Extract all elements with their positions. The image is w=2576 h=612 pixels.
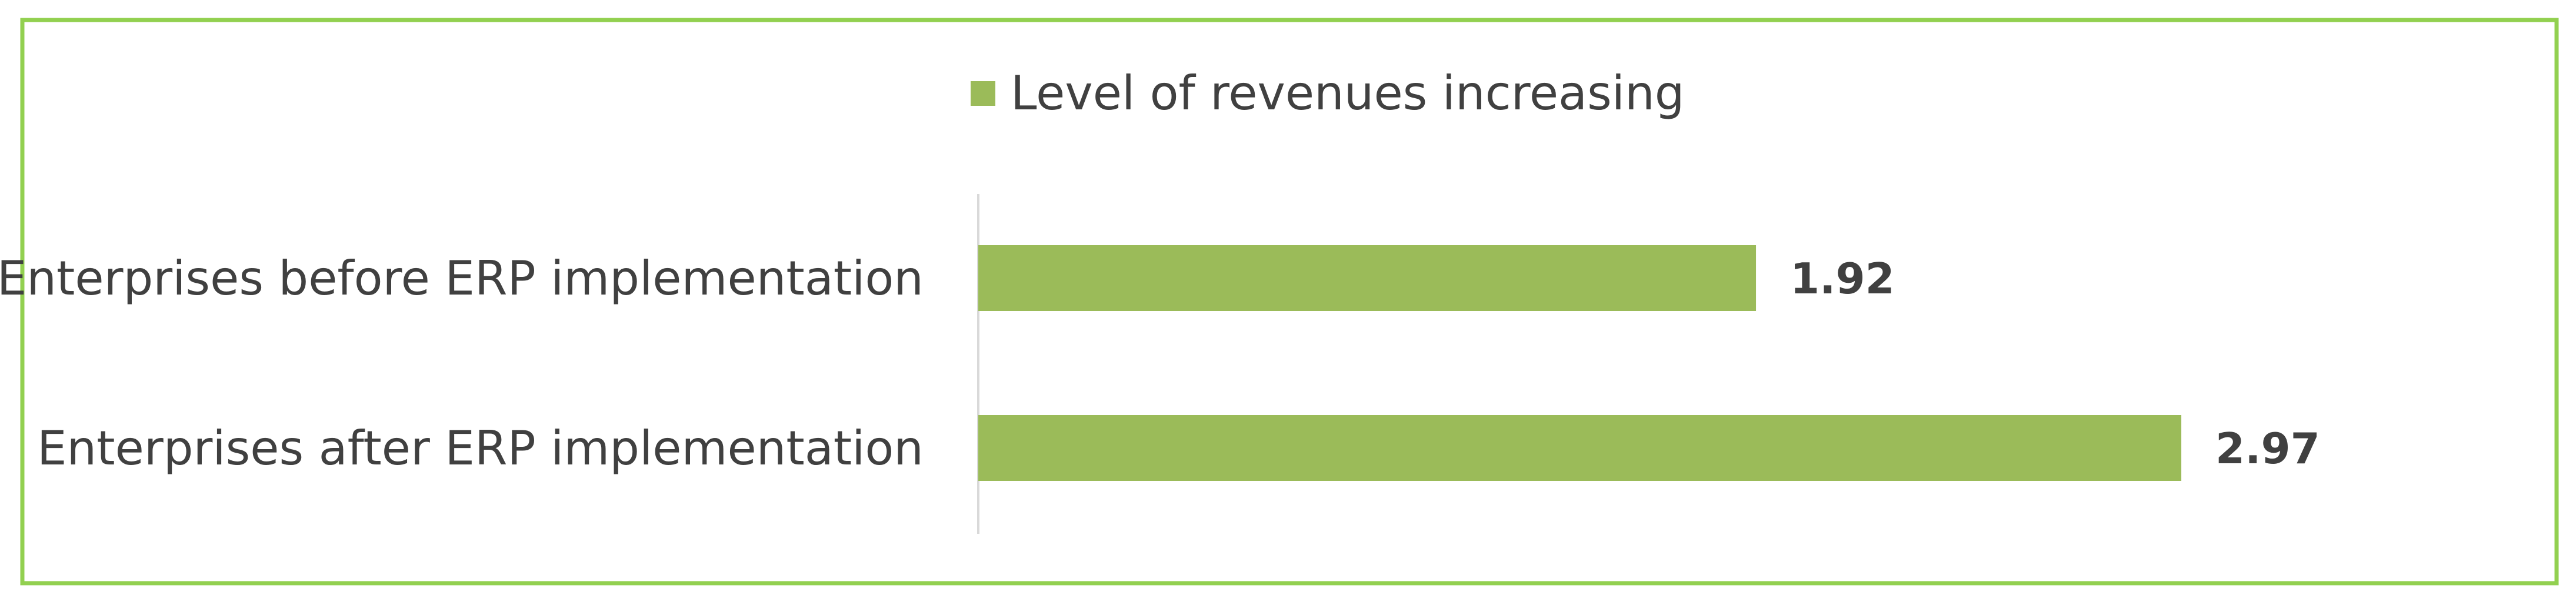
category-label: Enterprises after ERP implementation xyxy=(37,421,924,476)
bar xyxy=(978,415,2182,481)
legend-swatch xyxy=(971,81,995,106)
data-label: 2.97 xyxy=(2215,424,2320,473)
legend: Level of revenues increasing xyxy=(971,66,1684,121)
legend-label: Level of revenues increasing xyxy=(1011,66,1684,121)
data-labels: 1.92 2.97 xyxy=(1790,254,2320,473)
category-labels: Enterprises before ERP implementation Ent… xyxy=(0,251,924,476)
bars-group xyxy=(978,245,2182,481)
data-label: 1.92 xyxy=(1790,254,1895,303)
category-label: Enterprises before ERP implementation xyxy=(0,251,924,306)
bar xyxy=(978,245,1757,311)
